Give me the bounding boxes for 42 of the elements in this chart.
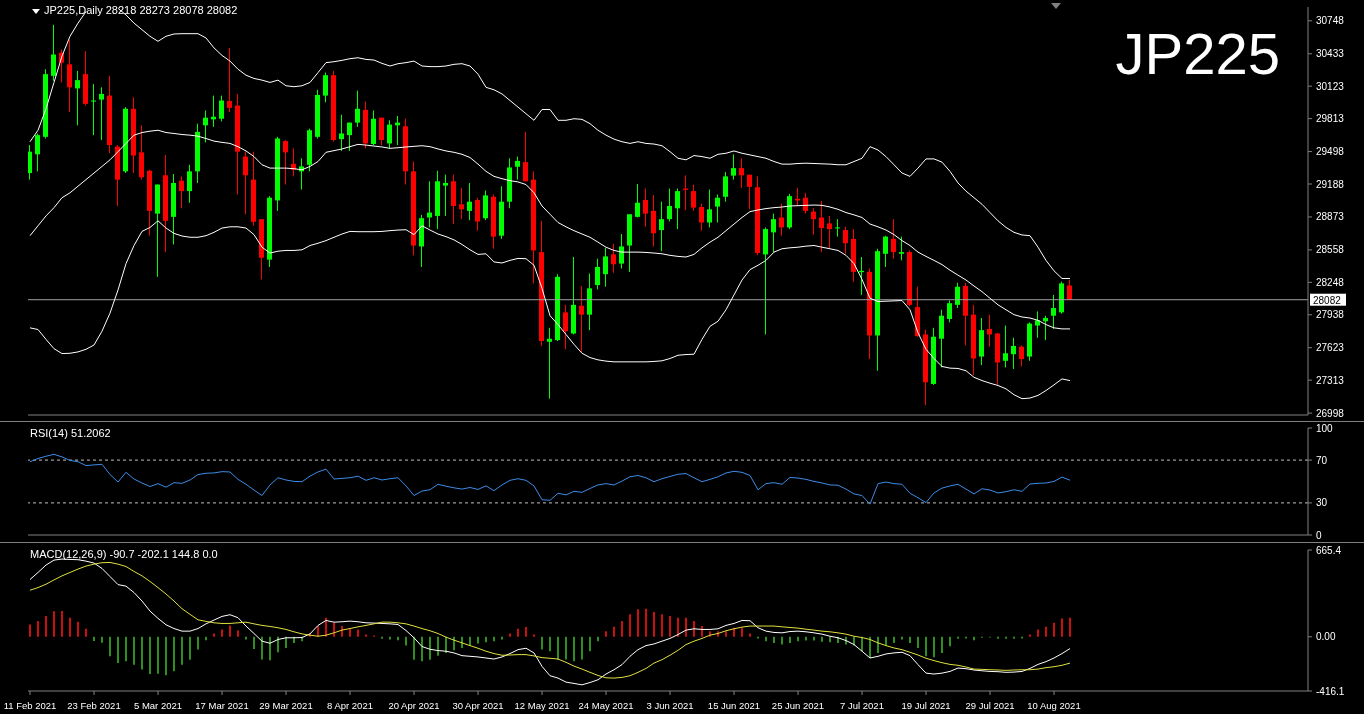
y-tick-label: 0 — [1316, 529, 1322, 541]
y-tick-label: 30123 — [1316, 80, 1345, 92]
y-tick-label: 100 — [1316, 422, 1334, 434]
x-tick-label: 7 Jul 2021 — [840, 700, 884, 711]
x-tick-label: 10 Aug 2021 — [1027, 700, 1081, 711]
y-tick-label: 29188 — [1316, 178, 1345, 190]
x-tick-label: 8 Apr 2021 — [327, 700, 373, 711]
y-tick-label: 26998 — [1316, 407, 1345, 419]
y-tick-label: 28248 — [1316, 276, 1345, 288]
x-tick-label: 11 Feb 2021 — [3, 700, 57, 711]
x-tick-label: 19 Jul 2021 — [901, 700, 951, 711]
chart-title: MACD(12,26,9) -90.7 -202.1 144.8 0.0 — [30, 548, 218, 561]
y-tick-label: 28873 — [1316, 211, 1345, 223]
x-tick-label: 3 Jun 2021 — [646, 700, 694, 711]
x-tick-label: 30 Apr 2021 — [452, 700, 504, 711]
x-tick-label: 23 Feb 2021 — [67, 700, 121, 711]
x-tick-label: 29 Jul 2021 — [965, 700, 1015, 711]
y-tick-label: 30 — [1316, 497, 1328, 509]
y-tick-label: 0.00 — [1316, 631, 1336, 643]
chart-title: JP225,Daily 28218 28273 28078 28082 — [44, 4, 238, 17]
ref-line-label: 28082 — [1313, 294, 1342, 306]
text: JP225 — [1115, 21, 1280, 86]
x-tick-label: 24 May 2021 — [578, 700, 634, 711]
y-tick-label: 70 — [1316, 454, 1328, 466]
x-tick-label: 20 Apr 2021 — [388, 700, 440, 711]
x-tick-label: 12 May 2021 — [514, 700, 570, 711]
y-tick-label: 27623 — [1316, 342, 1345, 354]
y-tick-label: 30433 — [1316, 48, 1345, 60]
y-tick-label: 27313 — [1316, 374, 1345, 386]
x-tick-label: 17 Mar 2021 — [195, 700, 249, 711]
x-tick-label: 15 Jun 2021 — [707, 700, 761, 711]
y-tick-label: 29813 — [1316, 113, 1345, 125]
chart-title: RSI(14) 51.2062 — [30, 427, 111, 440]
x-tick-label: 25 Jun 2021 — [771, 700, 825, 711]
y-tick-label: 27938 — [1316, 309, 1345, 321]
y-tick-label: 28558 — [1316, 244, 1345, 256]
x-tick-label: 5 Mar 2021 — [133, 700, 183, 711]
y-tick-label: -416.1 — [1316, 685, 1345, 697]
x-tick-label: 29 Mar 2021 — [259, 700, 313, 711]
y-tick-label: 665.4 — [1316, 544, 1342, 556]
y-tick-label: 30748 — [1316, 15, 1345, 27]
y-tick-label: 29498 — [1316, 146, 1345, 158]
